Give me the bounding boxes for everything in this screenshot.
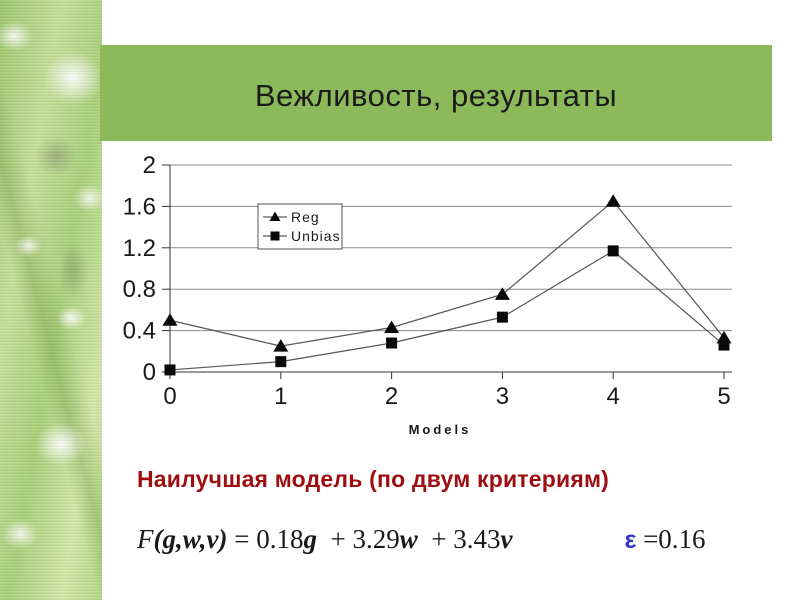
x-tick-label: 2 <box>385 383 398 410</box>
y-tick-label: 1.6 <box>123 193 156 220</box>
results-line-chart: 0 0.4 0.8 1.2 1.6 2 0 1 2 3 4 5 Models Reg Unbias <box>123 152 732 437</box>
formula-part: (g,w,v) <box>153 524 228 554</box>
legend-triangle-icon <box>269 211 281 221</box>
triangle-marker <box>605 194 621 207</box>
y-tick-label: 2 <box>143 152 156 179</box>
formula-part: F <box>137 524 154 554</box>
legend-label: Unbias <box>291 228 341 244</box>
square-marker <box>496 311 508 323</box>
x-tick-label: 1 <box>274 383 287 410</box>
y-tick-label: 0.8 <box>123 276 156 303</box>
x-tick-label: 3 <box>496 383 509 410</box>
triangle-marker <box>384 320 400 333</box>
formula-part: + 3.43 <box>417 524 501 554</box>
x-tick-label: 4 <box>607 383 620 410</box>
best-model-heading: Наилучшая модель (по двум критериям) <box>137 466 610 492</box>
decorative-plant-sidebar <box>0 0 102 600</box>
square-marker <box>718 339 730 351</box>
y-tick-label: 0.4 <box>123 318 156 345</box>
formula-part: w <box>399 524 418 554</box>
legend-label: Reg <box>291 209 320 225</box>
series-line-unbias <box>169 250 725 371</box>
formula-part: = 0.18 <box>227 524 304 554</box>
formula-part: v <box>500 524 513 554</box>
formula-part: g <box>303 524 317 554</box>
epsilon-symbol: ε <box>624 526 637 554</box>
x-tick-label: 0 <box>163 383 176 410</box>
y-tick-label: 1.2 <box>123 235 156 262</box>
x-axis-title: Models <box>409 422 472 437</box>
square-marker <box>607 245 619 257</box>
x-tick-label: 5 <box>717 383 730 410</box>
slide-header-bar: Вежливость, результаты <box>100 45 772 141</box>
y-tick-label: 0 <box>143 359 156 386</box>
triangle-marker <box>162 313 178 326</box>
square-marker <box>275 356 287 368</box>
model-formula: F(g,w,v) = 0.18g + 3.29w + 3.43v ε =0.16 <box>137 524 706 555</box>
series-line-reg <box>169 200 725 347</box>
legend-square-icon <box>270 231 280 241</box>
formula-part: + 3.29 <box>316 524 400 554</box>
triangle-marker <box>273 339 289 352</box>
square-marker <box>386 337 398 349</box>
legend-box <box>257 203 343 250</box>
triangle-marker <box>494 287 510 300</box>
slide-title: Вежливость, результаты <box>254 78 618 113</box>
square-marker <box>164 364 176 376</box>
formula-part: =0.16 <box>636 524 706 554</box>
